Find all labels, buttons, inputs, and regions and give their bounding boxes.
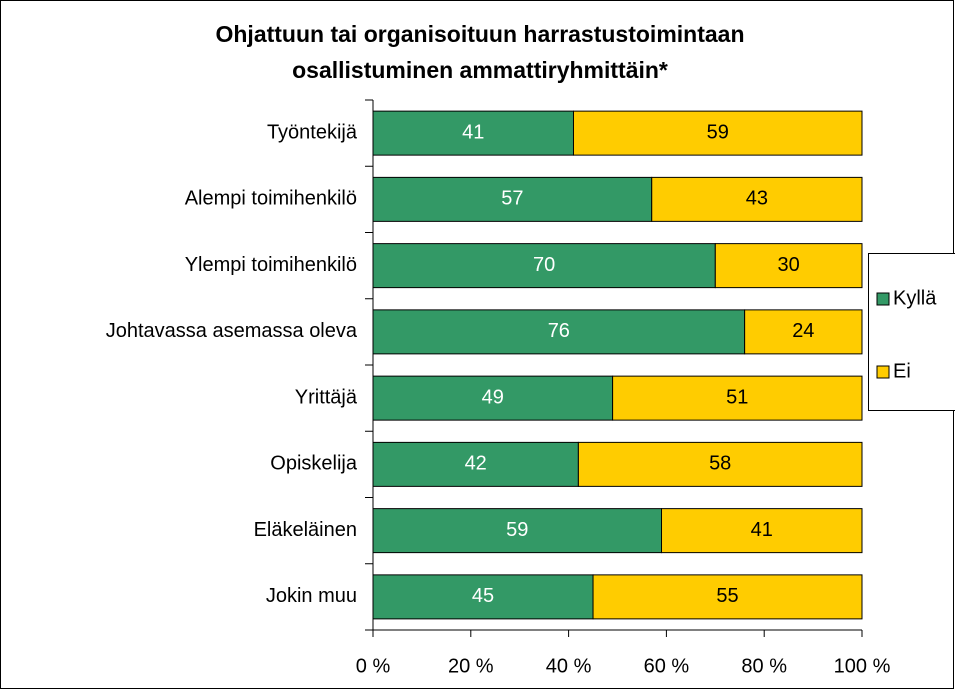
x-tick-label: 40 % <box>546 655 592 677</box>
data-label: 43 <box>746 188 768 210</box>
bar-segment <box>372 309 746 355</box>
data-label: 51 <box>726 386 748 408</box>
y-tick-label: Alempi toimihenkilö <box>185 188 357 210</box>
bar-segment <box>372 441 579 487</box>
bar-segment <box>612 375 863 421</box>
bar-segment <box>372 176 653 222</box>
bar-segment <box>592 574 863 620</box>
y-tick-label: Eläkeläinen <box>254 519 357 541</box>
x-tick-label: 20 % <box>448 655 494 677</box>
bar-segment <box>372 375 614 421</box>
bar-segment <box>372 508 663 554</box>
y-tick-label: Jokin muu <box>266 585 357 607</box>
y-tick-label: Työntekijä <box>267 121 358 143</box>
x-tick-label: 80 % <box>741 655 787 677</box>
data-label: 58 <box>709 453 731 475</box>
chart-title: osallistuminen ammattiryhmittäin* <box>292 57 668 83</box>
bar-segment <box>572 110 863 156</box>
y-tick-label: Opiskelija <box>270 453 358 475</box>
data-label: 49 <box>482 386 504 408</box>
x-tick-label: 60 % <box>644 655 690 677</box>
data-label: 70 <box>533 254 555 276</box>
data-label: 55 <box>716 585 738 607</box>
bar-segment <box>651 176 863 222</box>
legend-label: Kyllä <box>893 287 937 309</box>
data-label: 76 <box>548 320 570 342</box>
legend-box <box>868 253 955 411</box>
data-label: 59 <box>506 519 528 541</box>
data-label: 45 <box>472 585 494 607</box>
y-tick-label: Johtavassa asemassa oleva <box>106 320 358 342</box>
data-label: 30 <box>778 254 800 276</box>
y-tick-label: Ylempi toimihenkilö <box>185 254 357 276</box>
bar-segment <box>661 508 863 554</box>
bar-segment <box>577 441 863 487</box>
chart-title: Ohjattuun tai organisoituun harrastustoi… <box>215 21 744 47</box>
y-tick-label: Yrittäjä <box>295 386 358 408</box>
data-label: 41 <box>751 519 773 541</box>
data-label: 42 <box>465 453 487 475</box>
x-tick-label: 0 % <box>356 655 391 677</box>
legend-swatch <box>876 292 890 306</box>
bar-segment <box>714 243 863 289</box>
data-label: 41 <box>462 121 484 143</box>
bar-segment <box>744 309 863 355</box>
legend-label: Ei <box>893 360 911 382</box>
x-tick-label: 100 % <box>834 655 891 677</box>
legend-swatch <box>876 365 890 379</box>
data-label: 59 <box>707 121 729 143</box>
data-label: 57 <box>501 188 523 210</box>
data-label: 24 <box>792 320 814 342</box>
bar-segment <box>372 243 716 289</box>
